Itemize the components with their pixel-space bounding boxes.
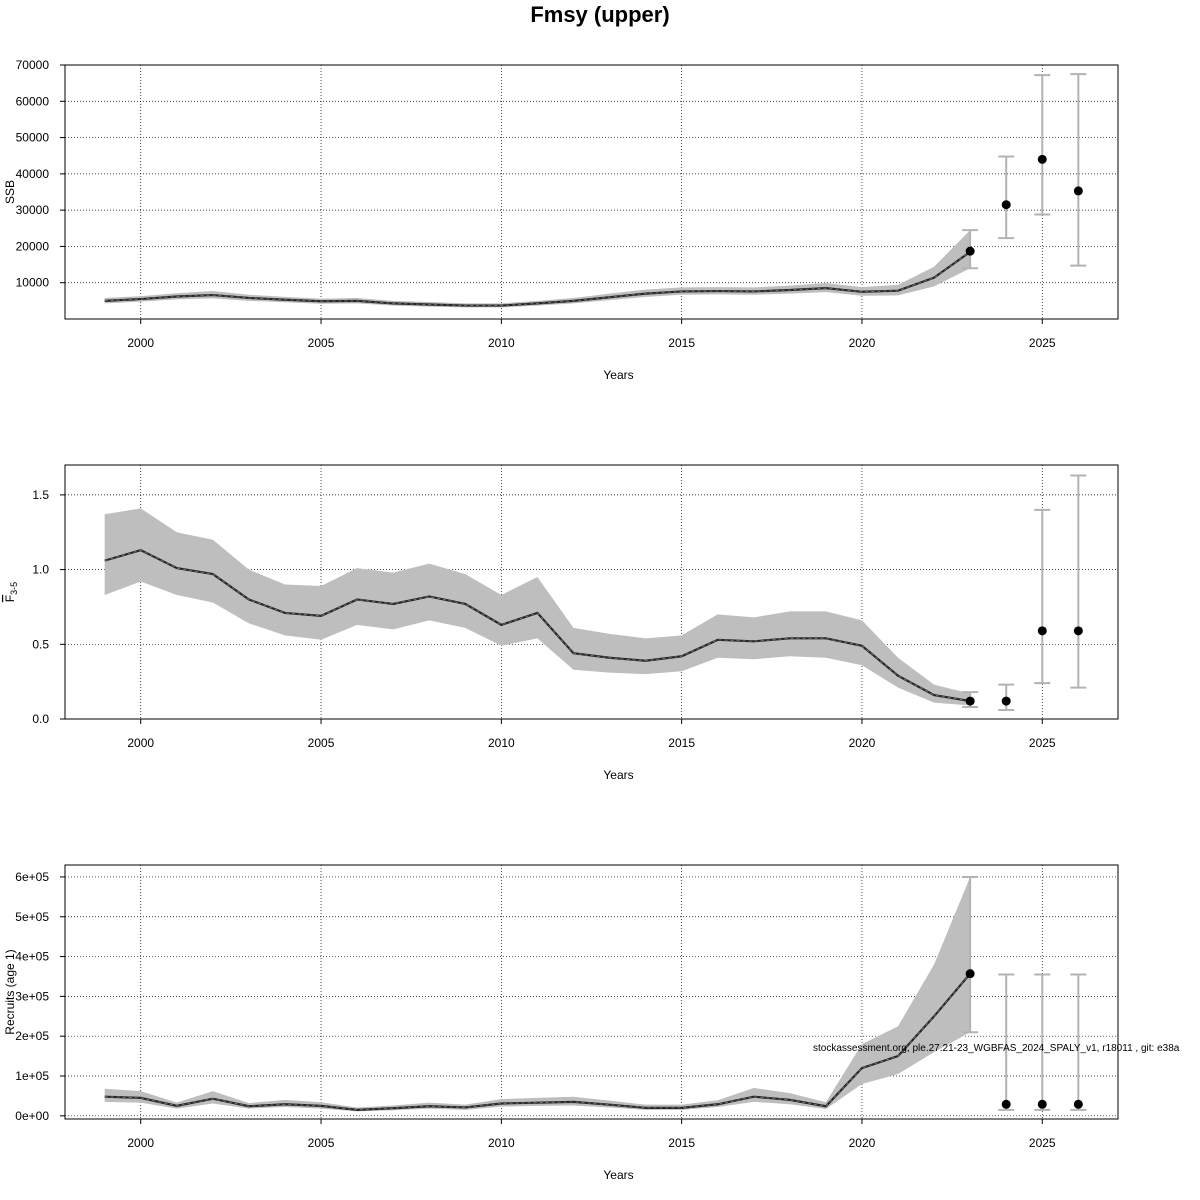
estimate-line	[104, 972, 971, 1111]
x-tick-label: 2025	[1029, 736, 1056, 750]
forecast-point	[1037, 626, 1047, 636]
y-tick-label: 30000	[16, 203, 50, 217]
x-tick-label: 2025	[1029, 1136, 1056, 1150]
x-tick-label: 2005	[308, 1136, 335, 1150]
page-title: Fmsy (upper)	[530, 2, 670, 27]
y-tick-label: 0.5	[32, 637, 49, 651]
forecast-point	[1037, 1099, 1047, 1109]
y-tick-label: 1e+05	[15, 1069, 49, 1083]
y-tick-label: 0e+00	[15, 1109, 49, 1123]
x-axis-label: Years	[603, 1168, 633, 1182]
x-tick-label: 2005	[308, 336, 335, 350]
confidence-band	[104, 508, 971, 706]
y-tick-label: 40000	[16, 167, 50, 181]
x-tick-label: 2000	[127, 736, 154, 750]
y-tick-label: 20000	[16, 239, 50, 253]
forecast-point	[1073, 186, 1083, 196]
forecast-point	[1001, 696, 1011, 706]
y-tick-label: 1.0	[32, 563, 49, 577]
y-tick-label: 5e+05	[15, 910, 49, 924]
x-tick-label: 2015	[668, 736, 695, 750]
forecast-point	[1073, 1099, 1083, 1109]
y-axis-label: F3-5	[3, 582, 19, 602]
y-axis-label: SSB	[3, 180, 17, 204]
y-axis-label: Recruits (age 1)	[3, 949, 17, 1034]
x-tick-label: 2010	[488, 736, 515, 750]
x-tick-label: 2000	[127, 336, 154, 350]
x-tick-label: 2020	[849, 336, 876, 350]
x-tick-label: 2005	[308, 736, 335, 750]
chart-panel-1: 2000 2005 2010 2015 2020 2025 10000 20000 30000 4…	[3, 58, 1119, 382]
y-tick-label: 60000	[16, 94, 50, 108]
estimate-line-dashed	[104, 973, 971, 1111]
plot-frame	[64, 864, 1119, 1120]
forecast-point	[965, 246, 975, 256]
plot-frame	[64, 464, 1119, 720]
forecast-point	[965, 696, 975, 706]
confidence-band	[104, 876, 971, 1112]
x-tick-label: 2015	[668, 1136, 695, 1150]
x-tick-label: 2015	[668, 336, 695, 350]
y-tick-label: 3e+05	[15, 989, 49, 1003]
y-axis-label-main: F	[3, 595, 17, 602]
y-tick-label: 10000	[16, 276, 50, 290]
x-tick-label: 2025	[1029, 336, 1056, 350]
forecast-point	[965, 969, 975, 979]
x-tick-label: 2010	[488, 1136, 515, 1150]
chart-panel-3: 2000 2005 2010 2015 2020 2025 0e+00 1e+05 2e+05 3…	[3, 864, 1119, 1182]
y-tick-label: 70000	[16, 58, 50, 72]
y-axis-label-subscript: 3-5	[9, 582, 19, 595]
y-tick-label: 6e+05	[15, 870, 49, 884]
y-tick-label: 2e+05	[15, 1029, 49, 1043]
forecast-point	[1037, 154, 1047, 164]
forecast-point	[1073, 626, 1083, 636]
x-axis-label: Years	[603, 768, 633, 782]
y-tick-label: 1.5	[32, 488, 49, 502]
plot-frame	[64, 64, 1119, 320]
y-tick-label: 0.0	[32, 712, 49, 726]
forecast-point	[1001, 200, 1011, 210]
x-axis-label: Years	[603, 368, 633, 382]
estimate-line-dashed	[104, 549, 971, 702]
x-tick-label: 2010	[488, 336, 515, 350]
forecast-point	[1001, 1099, 1011, 1109]
chart-panel-2: 2000 2005 2010 2015 2020 2025 0.0 0.5 1.0 1.5 Year…	[3, 464, 1119, 782]
confidence-band	[104, 230, 971, 308]
y-tick-label: 50000	[16, 131, 50, 145]
estimate-line-dashed	[104, 251, 971, 307]
y-tick-label: 4e+05	[15, 950, 49, 964]
x-tick-label: 2020	[849, 736, 876, 750]
credit-text: stockassessment.org, ple.27.21-23_WGBFAS…	[813, 1043, 1180, 1054]
x-tick-label: 2000	[127, 1136, 154, 1150]
x-tick-label: 2020	[849, 1136, 876, 1150]
estimate-line	[104, 250, 971, 307]
